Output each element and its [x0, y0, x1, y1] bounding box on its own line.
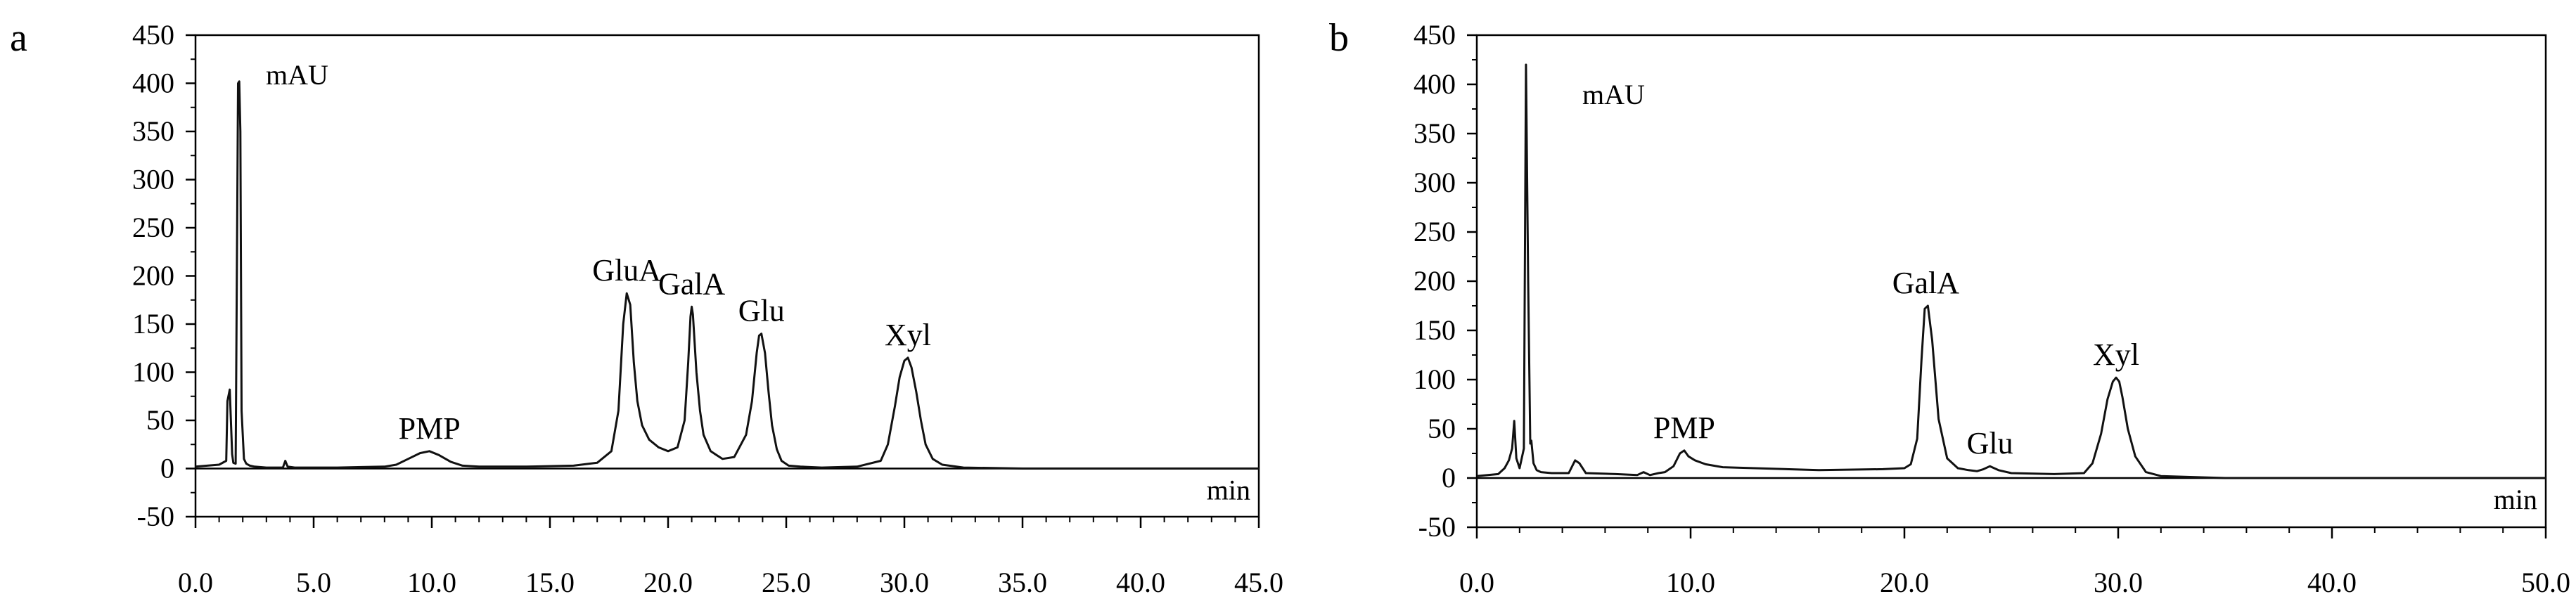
panel-a-y-tick-label: 150	[132, 308, 174, 340]
panel-b-peak-label-glu: Glu	[1967, 426, 2013, 460]
panel-b-x-tick-label: 40.0	[2307, 567, 2357, 598]
panel-a-plot-frame	[194, 34, 1260, 518]
panel-a-x-tick-label: 40.0	[1116, 567, 1165, 598]
panel-a-y-tick-label: 300	[132, 164, 174, 195]
panel-b-y-axis-label: mAU	[1582, 79, 1645, 110]
panel-a-peak-label-pmp: PMP	[399, 411, 461, 446]
panel-a-x-tick-label: 15.0	[525, 567, 575, 598]
panel-a-y-tick-label: 350	[132, 115, 174, 147]
panel-b-chromatogram-trace	[1476, 63, 2546, 479]
panel-b-y-tick-label: 200	[1414, 265, 1456, 297]
panel-a-y-axis-label: mAU	[266, 59, 328, 91]
panel-a-y-tick-label: 450	[132, 19, 174, 51]
panel-b-y-tick-label: 300	[1414, 167, 1456, 198]
panel-b-y-tick-label: 100	[1414, 363, 1456, 395]
panel-a-x-tick-label: 45.0	[1234, 567, 1283, 598]
panel-a-peak-label-gala: GalA	[658, 266, 726, 301]
panel-a-peak-label-xyl: Xyl	[885, 318, 931, 352]
panel-a-y-tick-label: 200	[132, 260, 174, 292]
panel-a-x-tick-label: 30.0	[880, 567, 929, 598]
panel-b-y-tick-label: 50	[1428, 413, 1456, 444]
panel-a-peak-label-glua: GluA	[592, 253, 661, 288]
chart-panel-a: a -50 0 50 100 150 200 250 300 350 400 450 0.0 5.0 10.…	[10, 16, 1283, 598]
chart-panel-b: b -50 0 50 100 150 200 250 300 350 400 450 0.0 10.0 20…	[1329, 16, 2570, 598]
panel-b-peak-label-pmp: PMP	[1653, 411, 1715, 445]
panel-a-x-tick-label: 35.0	[998, 567, 1047, 598]
panel-b-x-tick-label: 0.0	[1459, 567, 1494, 598]
panel-b-y-tick-label: 150	[1414, 314, 1456, 346]
panel-a-chromatogram-trace	[195, 80, 1259, 470]
panel-a-x-axis-label: min	[1207, 475, 1250, 506]
panel-b-y-tick-label: 350	[1414, 117, 1456, 149]
panel-a-letter: a	[10, 16, 27, 60]
panel-b-peak-label-xyl: Xyl	[2093, 337, 2139, 372]
panel-b-letter: b	[1329, 16, 1349, 60]
panel-a-x-tick-label: 10.0	[407, 567, 456, 598]
panel-b-x-tick-label: 50.0	[2521, 567, 2570, 598]
panel-a-y-tick-label: 250	[132, 212, 174, 243]
panel-a-y-tick-label: 100	[132, 356, 174, 388]
panel-b-x-tick-label: 10.0	[1666, 567, 1715, 598]
panel-b-x-axis-label: min	[2494, 484, 2537, 515]
panel-a-y-tick-label: 0	[160, 453, 174, 484]
panel-a-y-tick-label: 400	[132, 67, 174, 99]
panel-b-peak-label-gala: GalA	[1892, 266, 1960, 300]
panel-a-y-tick-label: -50	[137, 501, 174, 532]
panel-a-x-tick-label: 5.0	[296, 567, 331, 598]
panel-b-y-tick-label: 250	[1414, 216, 1456, 247]
panel-b-x-tick-label: 20.0	[1880, 567, 1929, 598]
panel-a-x-tick-label: 25.0	[762, 567, 811, 598]
panel-b-y-tick-label: 400	[1414, 68, 1456, 100]
panel-a-x-tick-label: 0.0	[178, 567, 213, 598]
panel-a-peak-label-glu: Glu	[738, 294, 785, 328]
panel-b-x-tick-label: 30.0	[2094, 567, 2143, 598]
panel-a-y-tick-label: 50	[146, 404, 174, 436]
panel-b-y-tick-label: 0	[1442, 462, 1456, 493]
panel-a-x-tick-label: 20.0	[643, 567, 693, 598]
panel-b-y-tick-label: 450	[1414, 19, 1456, 51]
panel-b-y-tick-label: -50	[1418, 511, 1456, 543]
